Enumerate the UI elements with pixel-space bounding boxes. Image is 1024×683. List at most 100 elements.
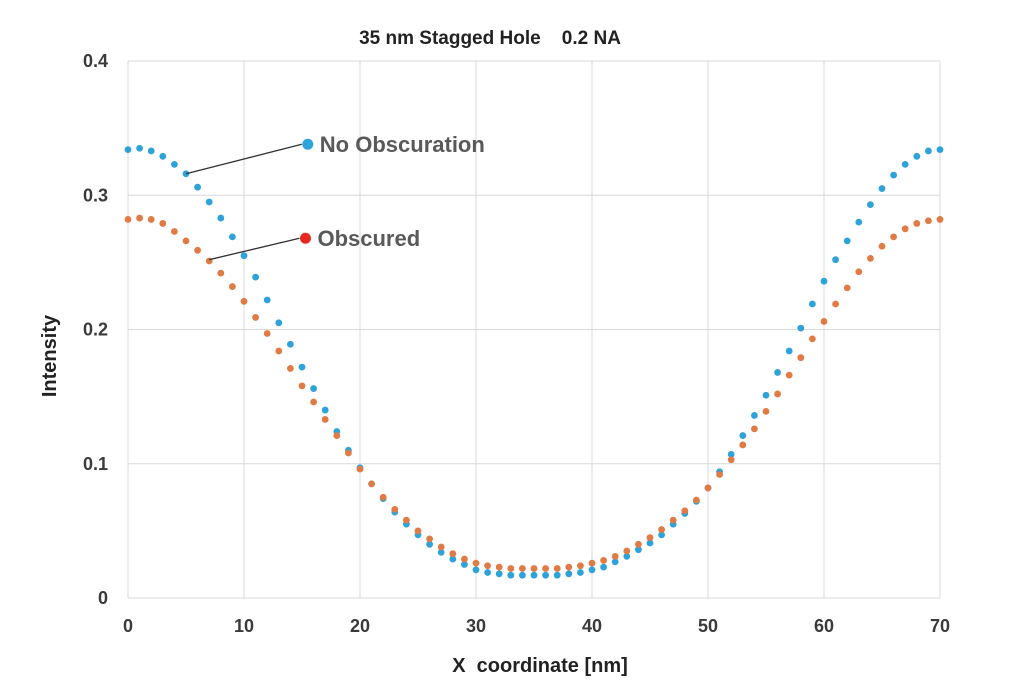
data-point — [762, 407, 770, 415]
grid — [127, 60, 941, 599]
data-point — [275, 319, 283, 327]
data-point — [240, 252, 248, 260]
data-point — [426, 540, 433, 548]
leader-line — [209, 237, 300, 261]
data-point — [867, 254, 874, 262]
data-point — [472, 566, 480, 574]
data-point — [182, 170, 190, 178]
data-point — [147, 216, 155, 223]
legend-marker — [302, 138, 314, 150]
data-point — [936, 146, 944, 154]
data-point — [797, 354, 805, 362]
data-point — [182, 237, 190, 245]
data-point — [623, 547, 631, 555]
data-point — [391, 505, 399, 513]
data-point — [577, 569, 584, 576]
data-point — [600, 563, 607, 571]
data-point — [287, 340, 294, 348]
data-point — [681, 507, 689, 515]
legend-label: No Obscuration — [320, 132, 485, 157]
data-point — [925, 217, 932, 225]
data-point — [379, 493, 387, 501]
data-point — [727, 456, 735, 464]
data-point — [461, 555, 468, 563]
data-point — [368, 480, 375, 488]
data-point — [310, 398, 317, 406]
data-point — [414, 527, 422, 535]
data-point — [321, 416, 329, 423]
data-point — [739, 432, 747, 439]
data-point — [832, 256, 839, 264]
data-point — [449, 550, 457, 558]
data-point — [484, 569, 491, 576]
data-point — [809, 335, 816, 343]
x-tick-label: 70 — [930, 616, 950, 636]
data-point — [646, 534, 654, 541]
data-point — [809, 300, 816, 308]
data-point — [159, 152, 167, 160]
data-point — [693, 496, 700, 504]
x-tick-label: 10 — [234, 616, 254, 636]
data-point — [507, 571, 515, 579]
data-point — [449, 555, 457, 563]
data-point — [611, 558, 619, 566]
leader-line — [185, 143, 302, 175]
data-point — [495, 563, 503, 571]
data-point — [298, 363, 306, 371]
data-point — [263, 330, 271, 337]
data-point — [855, 218, 863, 226]
data-point — [287, 365, 294, 372]
data-point — [913, 152, 921, 160]
data-point — [855, 268, 863, 276]
data-point — [472, 559, 480, 567]
data-point — [426, 535, 433, 543]
data-point — [321, 406, 329, 414]
data-point — [530, 571, 538, 579]
data-point — [600, 557, 607, 564]
data-point — [136, 214, 144, 222]
y-tick-label: 0.3 — [83, 185, 108, 205]
y-axis-label: Intensity — [39, 314, 61, 397]
data-point — [669, 516, 677, 524]
x-tick-label: 40 — [582, 616, 602, 636]
data-point — [229, 233, 236, 241]
data-point — [205, 198, 213, 206]
data-point — [658, 526, 665, 533]
data-point — [553, 571, 561, 579]
data-point — [716, 471, 723, 478]
data-point — [345, 449, 352, 457]
data-point — [774, 390, 781, 398]
data-point — [310, 385, 317, 392]
data-point — [530, 565, 538, 572]
series-1 — [124, 214, 944, 572]
x-tick-label: 60 — [814, 616, 834, 636]
y-tick-label: 0.1 — [83, 454, 108, 474]
data-point — [194, 183, 202, 191]
data-point — [635, 540, 642, 548]
data-point — [403, 516, 410, 524]
legend-annotations: No Obscuration Obscured — [185, 132, 485, 261]
data-point — [159, 220, 167, 227]
data-point — [542, 571, 549, 579]
x-tick-label: 50 — [698, 616, 718, 636]
x-tick-label: 30 — [466, 616, 486, 636]
data-point — [890, 233, 897, 241]
data-point — [240, 297, 248, 305]
data-point — [901, 225, 909, 233]
data-point — [263, 296, 271, 304]
data-point — [867, 201, 874, 209]
data-point — [171, 160, 178, 168]
x-axis-label: X coordinate [nm] — [452, 655, 628, 677]
data-point — [437, 548, 445, 556]
data-point — [727, 450, 735, 458]
data-point — [878, 242, 886, 250]
data-point — [843, 284, 851, 292]
data-point — [124, 146, 132, 154]
data-point — [797, 324, 805, 332]
data-point — [588, 566, 596, 574]
data-point — [171, 228, 178, 235]
data-point — [913, 220, 921, 227]
data-point — [565, 563, 573, 571]
x-tick-label: 0 — [123, 616, 133, 636]
